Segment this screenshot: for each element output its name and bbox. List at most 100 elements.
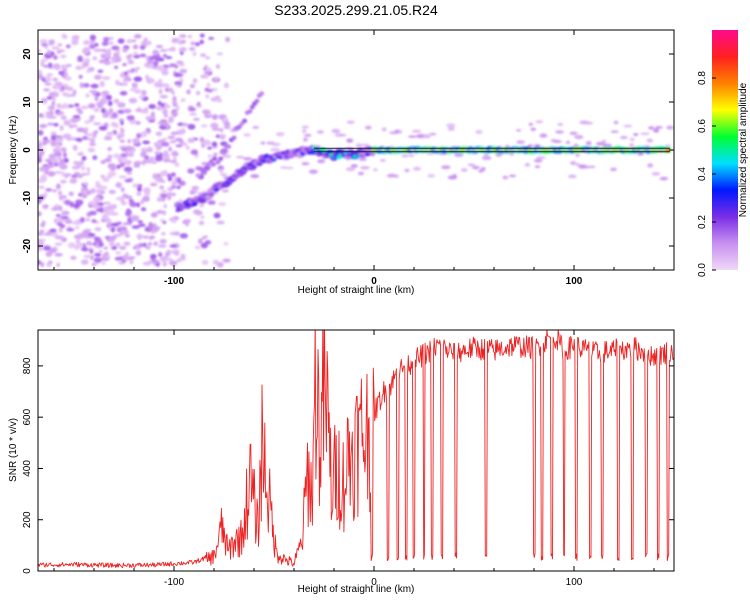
noise-blob [64, 219, 73, 224]
noise-blob [302, 129, 307, 134]
noise-blob [174, 252, 180, 257]
noise-blob [207, 154, 213, 158]
snr-ylabel: SNR (10 * v/v) [8, 418, 19, 482]
noise-blob [139, 53, 147, 58]
noise-blob [205, 67, 212, 72]
noise-blob [52, 77, 59, 82]
noise-blob [49, 228, 57, 233]
noise-blob [63, 72, 69, 78]
noise-blob [90, 187, 96, 194]
noise-blob [480, 167, 486, 172]
noise-blob [85, 69, 92, 73]
noise-blob [53, 65, 59, 70]
noise-blob [198, 220, 205, 226]
noise-blob [50, 105, 55, 110]
noise-blob [216, 220, 225, 225]
noise-blob [56, 49, 66, 53]
noise-blob [355, 143, 363, 148]
noise-blob [350, 164, 358, 168]
noise-blob [107, 154, 113, 159]
y-tick-label: -20 [22, 238, 33, 253]
noise-blob [133, 69, 138, 73]
noise-blob [62, 34, 68, 39]
noise-blob [47, 49, 52, 56]
noise-blob [187, 34, 193, 39]
noise-blob [633, 132, 639, 136]
noise-blob [129, 200, 136, 207]
branch-blob [195, 173, 201, 178]
noise-blob [429, 132, 437, 136]
noise-blob [125, 75, 130, 82]
noise-blob [218, 202, 227, 206]
noise-blob [83, 82, 90, 88]
noise-blob [75, 242, 84, 249]
snr-series-line [38, 330, 674, 569]
branch-blob [236, 124, 242, 130]
noise-blob [142, 187, 151, 194]
x-tick-label: 0 [371, 276, 377, 287]
branch-blob [208, 159, 214, 164]
noise-blob [38, 72, 43, 76]
noise-blob [74, 226, 80, 230]
noise-blob [539, 133, 548, 138]
noise-blob [220, 172, 228, 177]
noise-blob [180, 39, 187, 44]
noise-blob [610, 130, 619, 133]
noise-blob [222, 258, 231, 263]
noise-blob [48, 110, 54, 116]
noise-blob [243, 133, 251, 137]
noise-blob [176, 178, 181, 184]
noise-blob [552, 140, 563, 143]
noise-blob [190, 149, 199, 155]
noise-blob [81, 155, 87, 161]
noise-blob [51, 46, 60, 50]
noise-blob [180, 128, 186, 135]
noise-blob [164, 103, 169, 109]
noise-blob [93, 48, 102, 53]
noise-blob [172, 37, 177, 43]
noise-blob [407, 154, 415, 157]
noise-blob [138, 95, 145, 99]
noise-blob [446, 123, 456, 128]
noise-blob [162, 158, 171, 163]
noise-blob [567, 174, 577, 179]
noise-blob [666, 125, 674, 130]
noise-blob [178, 46, 187, 52]
noise-blob [222, 154, 232, 159]
noise-blob [127, 59, 135, 65]
noise-blob [150, 212, 158, 218]
track-blob [209, 192, 215, 197]
noise-blob [346, 120, 355, 124]
spectrogram-ylabel: Frequency (Hz) [8, 116, 19, 185]
noise-blob [165, 124, 170, 129]
noise-blob [122, 222, 131, 226]
noise-blob [170, 152, 179, 156]
noise-blob [120, 154, 127, 157]
noise-blob [82, 48, 90, 54]
noise-blob [165, 56, 173, 60]
noise-blob [358, 157, 367, 162]
noise-blob [132, 44, 139, 50]
noise-blob [115, 242, 121, 248]
noise-blob [208, 36, 215, 40]
noise-blob [211, 114, 219, 120]
noise-blob [131, 225, 140, 229]
noise-blob [610, 167, 617, 172]
noise-blob [145, 246, 151, 250]
noise-blob [38, 166, 46, 172]
noise-blob [86, 172, 91, 176]
noise-blob [60, 179, 67, 184]
noise-blob [61, 103, 69, 109]
noise-blob [110, 227, 116, 233]
noise-blob [128, 53, 133, 58]
noise-blob [195, 104, 203, 108]
noise-blob [81, 193, 88, 199]
noise-blob [89, 89, 98, 94]
noise-blob [38, 199, 42, 205]
noise-blob [54, 242, 63, 246]
noise-blob [45, 139, 51, 144]
noise-blob [136, 132, 142, 139]
noise-blob [163, 203, 168, 209]
noise-blob [124, 233, 130, 238]
